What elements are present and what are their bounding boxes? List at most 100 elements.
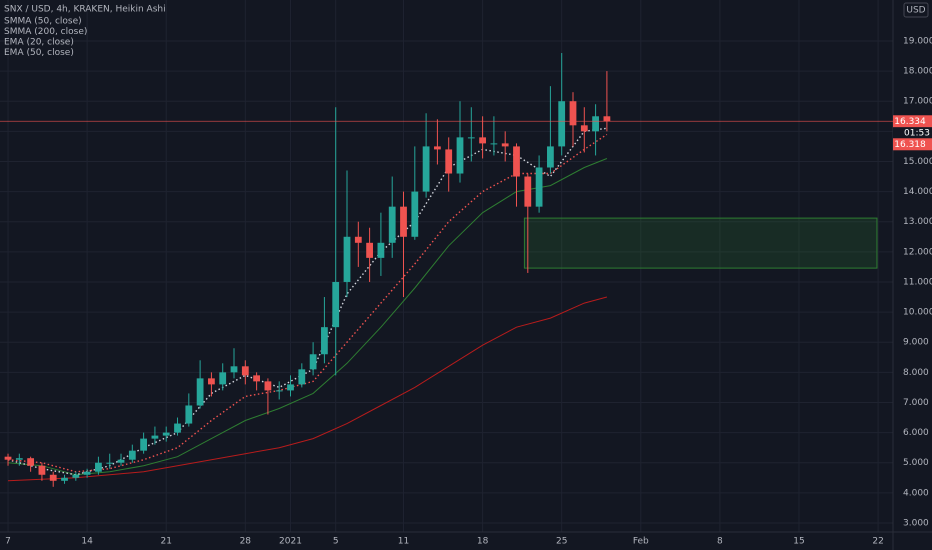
legend-entry: EMA (50, close): [4, 48, 74, 58]
candle-body: [219, 372, 227, 385]
y-tick-label: 5.000: [903, 458, 929, 468]
y-tick-label: 17.000: [903, 97, 932, 107]
candle-body: [592, 116, 599, 132]
candle-body: [230, 366, 238, 373]
legend-entry: SMMA (50, close): [4, 17, 82, 27]
candle-body: [580, 125, 588, 132]
y-tick-label: 15.000: [903, 157, 932, 167]
y-tick-label: 7.000: [903, 398, 929, 408]
candle-body: [558, 101, 566, 147]
candle-body: [208, 378, 215, 385]
y-tick-label: 4.000: [903, 488, 929, 498]
zone: [523, 217, 878, 269]
y-tick-label: 10.000: [903, 308, 932, 318]
candle-body: [354, 236, 362, 243]
candle-body: [388, 206, 396, 243]
x-tick-label: 15: [793, 537, 804, 547]
x-tick-label: 8: [717, 537, 723, 547]
y-tick-label: 18.000: [903, 67, 932, 77]
candle-body: [196, 378, 204, 406]
candle-body: [411, 191, 419, 237]
candle-body: [162, 432, 170, 436]
price-marker-label: 16.318: [894, 140, 926, 150]
x-tick-label: 25: [556, 537, 567, 547]
y-tick-label: 11.000: [903, 277, 932, 287]
y-tick-label: 12.000: [903, 247, 932, 257]
countdown-badge: [893, 127, 932, 139]
candle-body: [513, 146, 520, 177]
candle-body: [174, 423, 181, 433]
x-tick-label: Feb: [633, 537, 649, 547]
candle-body: [264, 381, 272, 391]
candle-body: [117, 459, 125, 463]
y-tick-label: 19.000: [903, 36, 932, 46]
candle-body: [61, 477, 68, 481]
candle-body: [547, 146, 554, 168]
candle-body: [524, 176, 532, 207]
x-tick-label: 21: [160, 537, 171, 547]
currency-label[interactable]: USD: [906, 6, 925, 16]
candle-body: [479, 137, 486, 144]
x-tick-label: 28: [240, 537, 252, 547]
candle-body: [128, 450, 136, 460]
candle-body: [332, 281, 340, 328]
candle-body: [38, 465, 46, 475]
candle-body: [309, 354, 317, 370]
y-tick-label: 8.000: [903, 368, 929, 378]
candle-body: [445, 149, 453, 174]
x-tick-label: 22: [872, 537, 883, 547]
candle-body: [434, 146, 441, 150]
candle-body: [569, 101, 577, 126]
candle-body: [140, 438, 148, 451]
y-tick-label: 14.000: [903, 187, 932, 197]
candle-body: [467, 137, 475, 139]
candle-body: [27, 458, 35, 466]
candle-body: [241, 366, 249, 376]
y-tick-label: 6.000: [903, 428, 929, 438]
candle-body: [321, 327, 328, 355]
chart-title: SNX / USD, 4h, KRAKEN, Heikin Ashi: [4, 5, 166, 15]
candle-body: [15, 458, 23, 460]
x-tick-label: 14: [81, 537, 93, 547]
candle-body: [4, 456, 12, 460]
candle-body: [400, 206, 407, 237]
candle-body: [377, 242, 385, 258]
x-tick-label: 5: [333, 537, 339, 547]
candle-body: [151, 435, 159, 439]
currency-button[interactable]: [903, 2, 929, 18]
candle-body: [253, 375, 261, 382]
candle-body: [106, 462, 114, 464]
candle-body: [422, 146, 430, 192]
candle-body: [83, 471, 91, 475]
candle-body: [366, 242, 373, 258]
candle-body: [501, 143, 509, 147]
legend: SNX / USD, 4h, KRAKEN, Heikin Ashi SMMA …: [4, 5, 166, 59]
candle-body: [95, 462, 102, 472]
y-tick-label: 13.000: [903, 217, 932, 227]
indicator-line: [7, 133, 608, 473]
candle-body: [490, 143, 498, 145]
candle-body: [49, 474, 57, 481]
x-tick-label: 18: [477, 537, 489, 547]
y-tick-label: 9.000: [903, 338, 929, 348]
x-tick-label: 11: [398, 537, 409, 547]
candle-body: [185, 405, 193, 424]
x-tick-label: 7: [5, 537, 11, 547]
y-tick-label: 3.000: [903, 518, 929, 528]
candle-body: [343, 236, 351, 282]
legend-entry: EMA (20, close): [4, 38, 74, 48]
candle-body: [535, 167, 543, 207]
legend-entry: SMMA (200, close): [4, 27, 87, 37]
indicator-line: [7, 296, 608, 482]
last-price-badge: [893, 115, 932, 128]
countdown-label: 01:53: [904, 128, 930, 138]
candle-body: [603, 116, 611, 122]
price-marker-badge: [893, 138, 932, 151]
candle-body: [72, 474, 80, 478]
candle-body: [275, 390, 283, 392]
candle-body: [287, 384, 294, 391]
x-tick-label: 2021: [279, 537, 302, 547]
last-price-label: 16.334: [894, 117, 926, 127]
